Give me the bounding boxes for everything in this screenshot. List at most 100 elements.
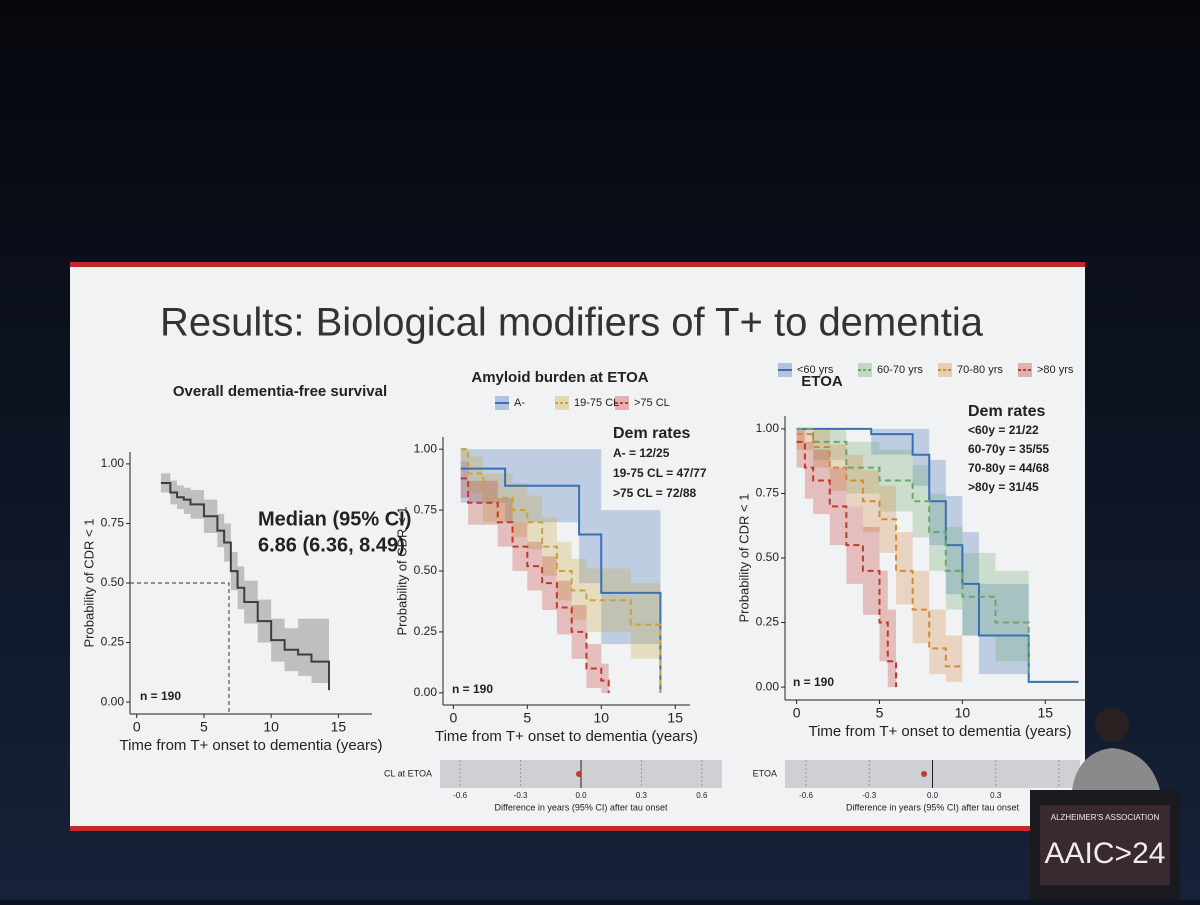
confidence-band: [160, 473, 329, 691]
row-label: ETOA: [753, 768, 777, 778]
y-tick-label: 0.25: [414, 624, 438, 638]
x-tick-label: 0.0: [575, 791, 587, 800]
confidence-band: [460, 449, 661, 693]
estimate-dot: [921, 771, 928, 777]
annotation: >80y = 31/45: [968, 480, 1039, 494]
slide: [70, 265, 1085, 830]
survival-line: [796, 427, 1079, 683]
n-label: n = 190: [793, 675, 834, 689]
x-tick-label: -0.3: [514, 791, 528, 800]
x-tick-label: 0.0: [927, 791, 939, 800]
survival-line: [460, 477, 610, 693]
survival-line: [460, 467, 662, 693]
y-axis-title: Probability of CDR < 1: [736, 494, 751, 623]
x-axis-title: Difference in years (95% CI) after tau o…: [846, 802, 1019, 812]
annotation: 6.86 (6.36, 8.49): [258, 534, 405, 556]
median-guide: [130, 582, 230, 714]
speaker: [1072, 708, 1160, 790]
annotation: >75 CL = 72/88: [613, 486, 697, 500]
survival-line: [160, 481, 330, 691]
x-axis-title: Time from T+ onset to dementia (years): [119, 737, 382, 754]
y-tick-label: 0.50: [101, 575, 125, 589]
x-tick-label: 5: [523, 710, 531, 726]
y-tick-label: 0.75: [414, 502, 438, 516]
row-label: CL at ETOA: [384, 768, 432, 778]
y-tick-label: 0.00: [756, 679, 780, 693]
confidence-band: [796, 428, 1029, 675]
x-axis-title: Time from T+ onset to dementia (years): [808, 723, 1071, 740]
annotation: A- = 12/25: [613, 446, 670, 460]
x-tick-label: 0: [133, 719, 141, 735]
x-tick-label: 15: [667, 710, 683, 726]
y-tick-label: 1.00: [756, 421, 780, 435]
slide-title: Results: Biological modifiers of T+ to d…: [160, 301, 984, 345]
n-label: n = 190: [140, 689, 181, 703]
x-axis-title: Difference in years (95% CI) after tau o…: [495, 802, 668, 812]
x-tick-label: 0: [793, 705, 801, 721]
x-tick-label: 0.6: [696, 791, 708, 800]
chart-title: Overall dementia-free survival: [173, 383, 387, 400]
legend-label: 19-75 CL: [574, 397, 619, 409]
legend-label: A-: [514, 397, 525, 409]
chart-title: ETOA: [801, 373, 843, 390]
x-tick-label: 5: [200, 719, 208, 735]
x-tick-label: 15: [1037, 705, 1053, 721]
legend-label: 60-70 yrs: [877, 364, 923, 376]
podium-org: ALZHEIMER'S ASSOCIATION: [1051, 813, 1160, 822]
y-axis-title: Probability of CDR < 1: [394, 507, 409, 636]
y-tick-label: 0.75: [101, 516, 125, 530]
estimate-dot: [575, 771, 582, 777]
annotation: 19-75 CL = 47/77: [613, 466, 707, 480]
y-tick-label: 0.75: [756, 486, 780, 500]
podium-event: AAIC>24: [1045, 837, 1166, 870]
slide-top-rule: [70, 262, 1085, 267]
y-tick-label: 1.00: [101, 456, 125, 470]
confidence-band: [796, 428, 963, 682]
y-axis-title: Probability of CDR < 1: [81, 519, 96, 648]
y-tick-label: 0.25: [101, 635, 125, 649]
y-tick-label: 0.50: [414, 563, 438, 577]
x-tick-label: 10: [955, 705, 971, 721]
y-tick-label: 0.00: [414, 685, 438, 699]
confidence-band: [460, 461, 609, 693]
y-tick-label: 1.00: [414, 441, 438, 455]
chart-title: Amyloid burden at ETOA: [471, 369, 648, 386]
annotation: 60-70y = 35/55: [968, 442, 1049, 456]
survival-line: [796, 440, 898, 688]
n-label: n = 190: [452, 682, 493, 696]
y-tick-label: 0.00: [101, 694, 125, 708]
legend-label: >75 CL: [634, 397, 670, 409]
confidence-band: [796, 428, 1079, 682]
legend-label: <60 yrs: [797, 364, 834, 376]
confidence-band: [796, 428, 897, 688]
annotation: Median (95% CI): [258, 508, 411, 530]
x-tick-label: -0.6: [453, 791, 467, 800]
annotation: <60y = 21/22: [968, 423, 1039, 437]
x-axis-title: Time from T+ onset to dementia (years): [435, 728, 698, 745]
slide-bottom-rule: [70, 826, 1085, 831]
annotation: Dem rates: [613, 425, 690, 442]
x-tick-label: 0.3: [990, 791, 1002, 800]
survival-line: [796, 433, 963, 668]
legend-label: 70-80 yrs: [957, 364, 1003, 376]
x-tick-label: 0: [449, 710, 457, 726]
annotation: Dem rates: [968, 403, 1045, 420]
x-tick-label: -0.3: [862, 791, 876, 800]
podium-sign: [1040, 805, 1170, 885]
speaker-head: [1095, 708, 1129, 742]
legend-label: >80 yrs: [1037, 364, 1074, 376]
annotation: 70-80y = 44/68: [968, 461, 1049, 475]
speaker-body: [1072, 748, 1160, 790]
x-tick-label: 10: [263, 719, 279, 735]
charts: Overall dementia-free survival0.000.250.…: [81, 363, 1095, 812]
y-tick-label: 0.50: [756, 550, 780, 564]
x-tick-label: -0.6: [799, 791, 813, 800]
x-tick-label: 10: [593, 710, 609, 726]
survival-line: [796, 427, 1030, 675]
x-tick-label: 15: [331, 719, 347, 735]
y-tick-label: 0.25: [756, 615, 780, 629]
x-tick-label: 0.3: [636, 791, 648, 800]
x-tick-label: 5: [876, 705, 884, 721]
